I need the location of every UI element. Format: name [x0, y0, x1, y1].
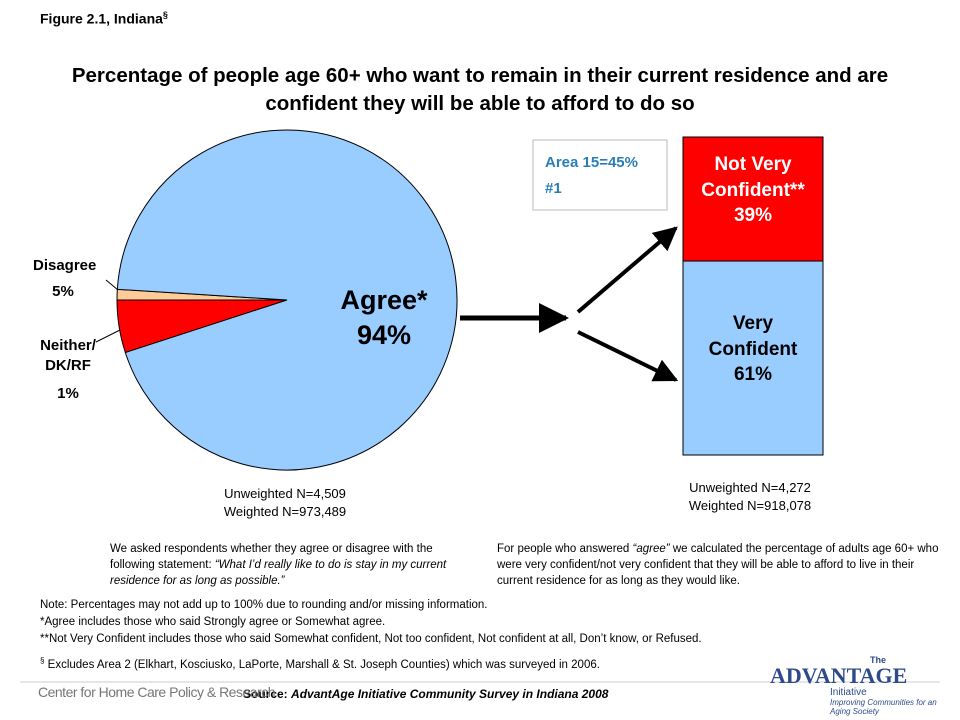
left-note: We asked respondents whether they agree … [110, 541, 470, 589]
callout-box [532, 139, 668, 211]
leader-line [95, 329, 121, 343]
sample-size: Weighted N=973,489 [223, 504, 347, 519]
note: *Agree includes those who said Strongly … [40, 616, 386, 628]
segment-value-label: 61% [733, 364, 773, 385]
pie-value-label: 5% [52, 283, 74, 300]
note-text: For people who answered [497, 543, 630, 555]
callout-line: Area 15=45% [545, 154, 638, 171]
note-quote: “What I’d really like to do is stay in m… [110, 559, 447, 587]
arrow [577, 330, 679, 382]
title: Percentage of people age 60+ who want to… [71, 64, 889, 115]
logo-left: Center for Home Care Policy & Research [38, 684, 276, 700]
leader-line [105, 279, 119, 291]
note-text: we calculated the percentage of adults a… [497, 543, 939, 587]
pie-value-label: 1% [57, 385, 79, 402]
figure-label-mark: § [162, 10, 168, 20]
segment-value-label: 39% [733, 205, 773, 226]
logo-text: Initiative [830, 687, 867, 698]
note: Note: Percentages may not add up to 100%… [40, 599, 488, 611]
source-text: AdvantAge Initiative Community Survey in… [291, 687, 609, 701]
logo-text: ADVANTAGE [770, 663, 908, 688]
footnote: Excludes Area 2 (Elkhart, Kosciusko, LaP… [47, 658, 600, 671]
note-text: We asked respondents whether they agree … [110, 543, 433, 571]
segment-label: Very Confident [708, 313, 798, 360]
figure-label: Figure 2.1, Indiana§ [40, 10, 168, 27]
pie-label: Neither/ DK/RF [40, 337, 96, 374]
bar-segment [682, 260, 824, 456]
arrow [576, 226, 678, 314]
note: **Not Very Confident includes those who … [40, 633, 702, 645]
pie-value-label: 94% [356, 320, 412, 350]
callout: Area 15=45% #1 [545, 150, 638, 202]
logo-text: The [870, 655, 887, 665]
segment-label: Not Very Confident** [701, 154, 805, 201]
sample-size: Unweighted N=4,509 [224, 486, 346, 501]
right-note: For people who answered “agree” we calcu… [497, 541, 947, 589]
sample-size: Weighted N=918,078 [688, 498, 812, 513]
logo-right: The ADVANTAGE Initiative Improving Commu… [770, 655, 950, 716]
bar-segment [682, 136, 824, 262]
notes: Note: Percentages may not add up to 100%… [40, 597, 702, 674]
source: Source: AdvantAge Initiative Community S… [243, 687, 608, 701]
footnote-mark: § [40, 656, 45, 665]
logo-text: Improving Communities for an Aging Socie… [830, 698, 937, 716]
source-label: Source: [243, 687, 288, 701]
figure-label-text: Figure 2.1, Indiana [40, 10, 163, 27]
pie-label: Agree* [340, 285, 428, 315]
callout-line: #1 [545, 180, 562, 197]
sample-size: Unweighted N=4,272 [689, 480, 811, 495]
note-quote: “agree” [632, 543, 670, 555]
pie-label: Disagree [33, 257, 97, 274]
pie-slice [116, 129, 458, 471]
